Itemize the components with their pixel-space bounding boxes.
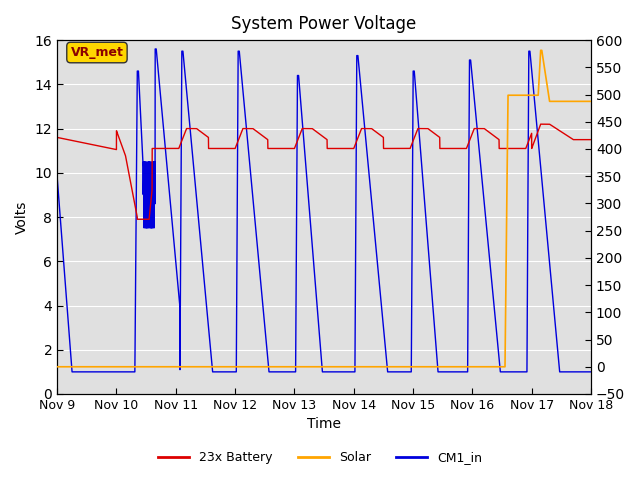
Text: VR_met: VR_met	[70, 46, 124, 59]
Legend: 23x Battery, Solar, CM1_in: 23x Battery, Solar, CM1_in	[153, 446, 487, 469]
Y-axis label: Volts: Volts	[15, 200, 29, 234]
X-axis label: Time: Time	[307, 418, 341, 432]
Title: System Power Voltage: System Power Voltage	[232, 15, 417, 33]
